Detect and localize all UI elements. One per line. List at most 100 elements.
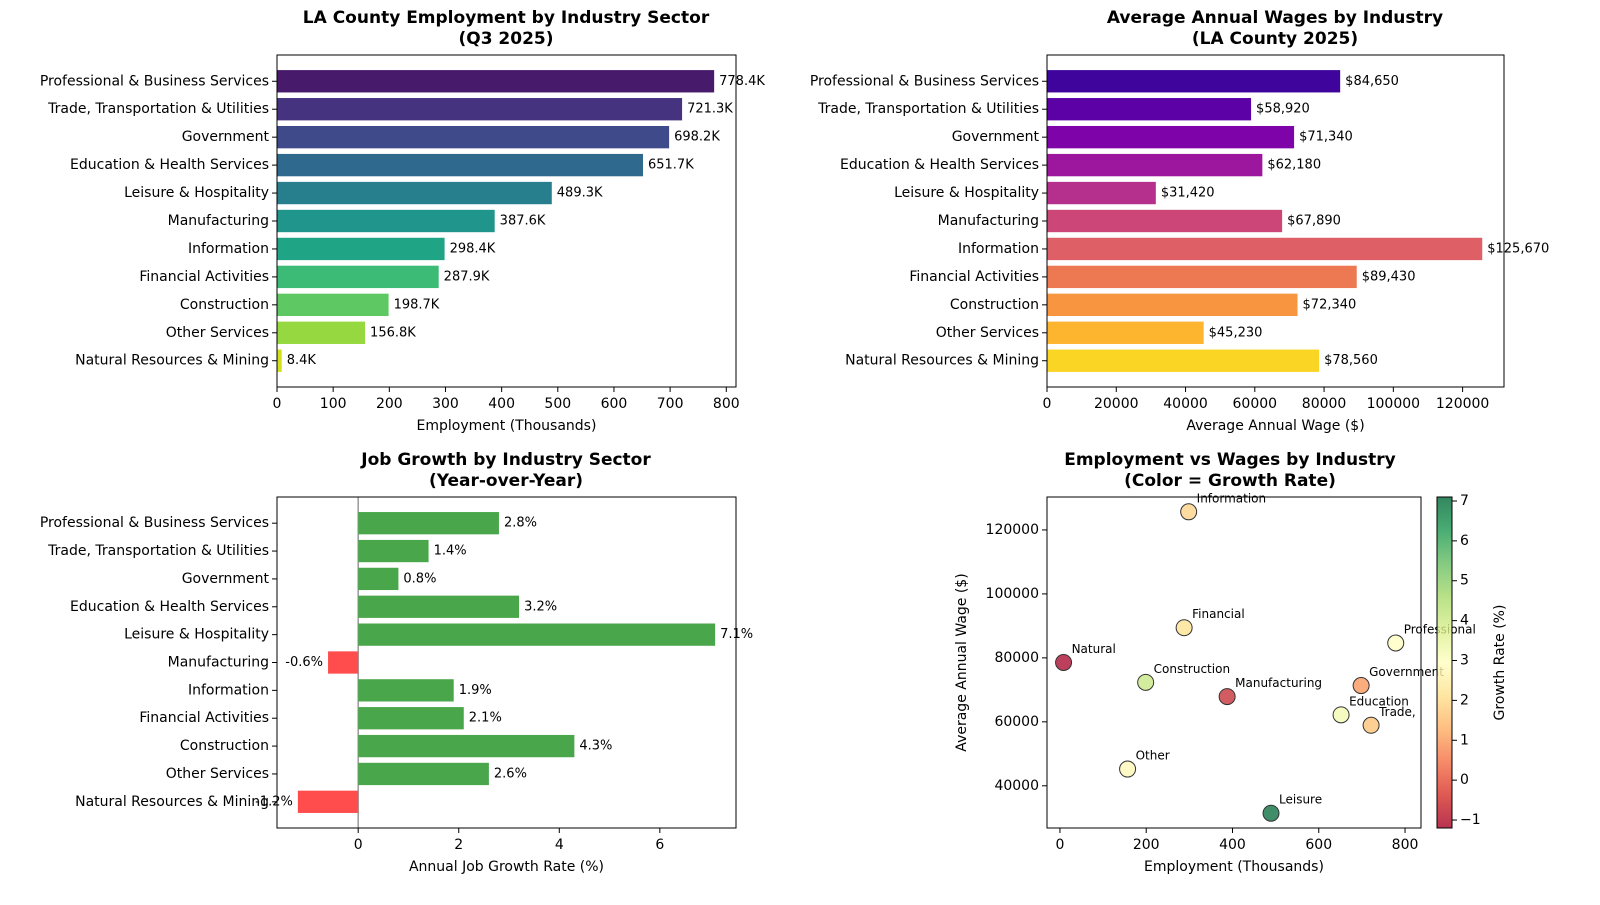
bar (358, 512, 499, 535)
y-tick-label: Manufacturing (168, 213, 269, 229)
value-label: $72,340 (1303, 297, 1357, 312)
colorbar-tick-label: −1 (1460, 812, 1481, 828)
bar (277, 321, 366, 344)
point (1362, 716, 1380, 734)
y-tick-label: Other Services (166, 325, 269, 341)
y-tick-label: Construction (180, 297, 269, 313)
y-tick-label: 80000 (994, 650, 1039, 666)
axes-frame (1046, 54, 1505, 388)
point (1119, 760, 1137, 778)
value-label: 1.9% (459, 683, 492, 698)
value-label: $89,430 (1362, 269, 1416, 284)
value-label: 778.4K (719, 74, 765, 89)
bar (358, 539, 429, 563)
y-tick-label: 100000 (986, 586, 1039, 602)
y-tick-label: Financial Activities (139, 269, 269, 285)
x-tick-label: 200 (376, 396, 403, 412)
x-tick-label: 100000 (1367, 396, 1420, 412)
x-tick-label: 80000 (1302, 396, 1347, 412)
y-tick-label: 60000 (994, 714, 1039, 730)
y-tick-label: 40000 (994, 778, 1039, 794)
point-label: Natural (1072, 642, 1116, 656)
y-tick-label: Information (188, 241, 269, 257)
value-label: 2.6% (494, 766, 527, 781)
bar (277, 153, 643, 177)
y-tick-label: Financial Activities (909, 269, 1039, 285)
bar (277, 237, 445, 261)
bar (358, 567, 399, 591)
value-label: $78,560 (1324, 353, 1378, 368)
colorbar-tick-label: 5 (1460, 573, 1469, 589)
x-tick-label: 600 (601, 396, 628, 412)
axes-frame (276, 54, 737, 388)
y-tick-label: Leisure & Hospitality (124, 627, 269, 643)
x-tick-label: 500 (544, 396, 571, 412)
value-label: $125,670 (1487, 241, 1549, 256)
y-tick-label: Construction (950, 297, 1039, 313)
point-label: Education (1349, 694, 1409, 708)
y-tick-label: Natural Resources & Mining (845, 353, 1039, 369)
value-label: -1.2% (255, 794, 293, 809)
value-label: 2.8% (504, 516, 537, 531)
y-tick-label: Education & Health Services (840, 157, 1039, 173)
point-label: Other (1136, 749, 1170, 763)
bar (1047, 209, 1283, 233)
bar (1047, 237, 1483, 261)
value-label: $84,650 (1345, 74, 1399, 89)
x-axis-label: Employment (Thousands) (1144, 859, 1324, 875)
x-tick-label: 0 (273, 396, 282, 412)
bar (1047, 125, 1295, 149)
value-label: $71,340 (1299, 130, 1353, 145)
axes-frame (276, 496, 737, 829)
value-label: 1.4% (434, 544, 467, 559)
y-axis-label: Average Annual Wage ($) (954, 573, 970, 751)
y-tick-label: Professional & Business Services (40, 73, 269, 89)
bar (277, 181, 552, 205)
bar (1047, 153, 1263, 177)
y-tick-label: Construction (180, 738, 269, 754)
x-tick-label: 2 (454, 837, 463, 853)
point-label: Construction (1154, 662, 1230, 676)
bar (1047, 70, 1341, 93)
value-label: 0.8% (403, 571, 436, 586)
x-tick-label: 40000 (1163, 396, 1208, 412)
bar (1047, 349, 1320, 372)
chart-title: Average Annual Wages by Industry (LA Cou… (1106, 8, 1444, 49)
y-tick-label: Trade, Transportation & Utilities (817, 101, 1039, 117)
colorbar-tick-label: 2 (1460, 692, 1469, 708)
point (1262, 804, 1280, 822)
y-tick-label: Education & Health Services (70, 157, 269, 173)
y-tick-label: 120000 (986, 522, 1039, 538)
x-tick-label: 300 (432, 396, 459, 412)
point (1180, 503, 1198, 521)
y-tick-label: Professional & Business Services (810, 73, 1039, 89)
value-label: $31,420 (1161, 186, 1215, 201)
x-tick-label: 6 (655, 837, 664, 853)
x-tick-label: 400 (1219, 837, 1246, 853)
value-label: 489.3K (557, 186, 603, 201)
axes-frame (1046, 496, 1422, 829)
bar (1047, 265, 1357, 289)
value-label: 287.9K (444, 269, 490, 284)
bar (277, 70, 715, 93)
value-label: $58,920 (1256, 102, 1310, 117)
x-tick-label: 800 (713, 396, 740, 412)
value-label: 198.7K (394, 297, 440, 312)
point (1055, 653, 1073, 671)
y-tick-label: Trade, Transportation & Utilities (47, 543, 269, 559)
point-label: Government (1369, 665, 1444, 679)
bar (1047, 293, 1298, 317)
value-label: 8.4K (287, 353, 317, 368)
value-label: 3.2% (524, 599, 557, 614)
x-tick-label: 0 (1043, 396, 1052, 412)
y-tick-label: Trade, Transportation & Utilities (47, 101, 269, 117)
value-label: 2.1% (469, 711, 502, 726)
bar (277, 265, 439, 289)
bar (358, 595, 520, 618)
y-tick-label: Information (188, 682, 269, 698)
colorbar-tick-label: 3 (1460, 653, 1469, 669)
bar (358, 707, 464, 730)
point-label: Leisure (1279, 793, 1322, 807)
